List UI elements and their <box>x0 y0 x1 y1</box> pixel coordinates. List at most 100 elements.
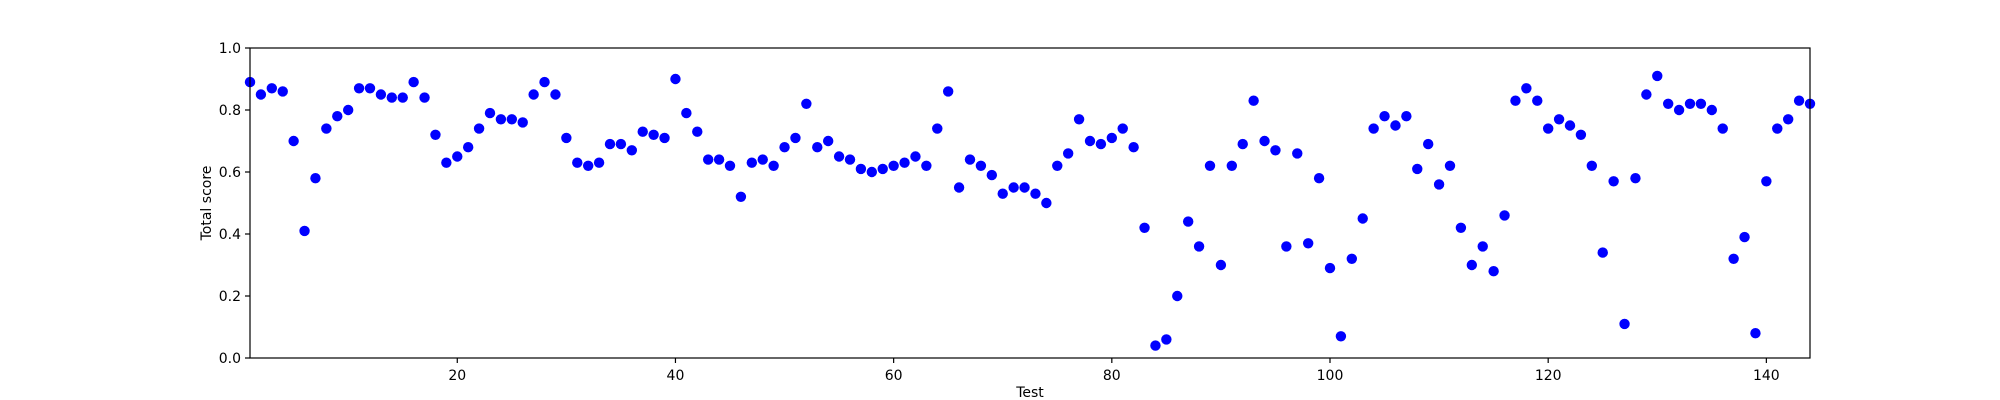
data-point <box>299 225 310 237</box>
data-point <box>833 151 845 162</box>
data-point <box>1444 160 1456 171</box>
data-point <box>1662 98 1674 110</box>
data-point <box>866 166 878 178</box>
data-point <box>1499 210 1510 221</box>
data-point <box>1346 253 1358 264</box>
data-point <box>1041 197 1052 209</box>
x-axis-ticks: 20 40 60 80 100 120 140 <box>448 358 1780 384</box>
data-point <box>1193 241 1205 252</box>
data-point <box>1586 160 1598 171</box>
data-point <box>430 129 441 140</box>
x-tick-label: 100 <box>1317 368 1344 384</box>
data-point <box>1510 95 1521 106</box>
y-tick-label: 0.6 <box>219 165 241 181</box>
x-tick-label: 60 <box>885 368 903 384</box>
x-tick-label: 80 <box>1103 368 1121 384</box>
data-point <box>1150 340 1161 351</box>
data-point <box>1139 222 1150 233</box>
data-point <box>702 154 714 165</box>
data-point <box>539 76 550 88</box>
data-point <box>1182 216 1194 227</box>
data-point <box>462 142 474 153</box>
data-point <box>844 154 856 165</box>
data-point <box>637 126 648 137</box>
data-point <box>1030 188 1041 199</box>
data-point <box>1368 123 1379 134</box>
y-tick-label: 0.8 <box>219 103 241 119</box>
data-point <box>386 92 398 103</box>
data-point <box>1706 104 1718 116</box>
data-point <box>877 163 888 175</box>
data-point <box>1281 241 1292 252</box>
y-axis-ticks: 0.0 0.2 0.4 0.6 0.8 1.0 <box>219 41 250 367</box>
data-point <box>822 135 834 147</box>
data-point <box>997 188 1008 199</box>
data-point <box>473 123 485 134</box>
data-point <box>1782 114 1794 125</box>
data-point <box>375 89 387 100</box>
data-point <box>1270 145 1281 156</box>
data-point <box>1237 138 1248 150</box>
data-point <box>1128 142 1139 153</box>
data-point <box>1335 331 1347 342</box>
data-point <box>942 86 954 97</box>
data-point <box>277 86 288 97</box>
data-point <box>670 73 681 85</box>
data-point <box>921 160 932 171</box>
data-point <box>1292 148 1303 159</box>
data-point <box>1477 241 1488 252</box>
data-point <box>1608 176 1619 187</box>
data-point <box>572 157 583 168</box>
data-point <box>1019 182 1030 193</box>
data-point <box>735 191 747 202</box>
data-point <box>1619 318 1630 330</box>
data-point <box>1521 83 1532 94</box>
data-point <box>932 123 943 134</box>
data-point <box>953 182 965 193</box>
data-point <box>1793 95 1805 106</box>
data-point <box>397 92 408 103</box>
data-point <box>1084 135 1096 147</box>
data-point <box>1673 104 1685 116</box>
data-point <box>255 89 267 100</box>
data-point <box>1412 163 1423 175</box>
y-axis-label: Total score <box>199 166 215 242</box>
data-point <box>1248 95 1259 106</box>
data-point <box>1259 135 1270 147</box>
data-point <box>1641 89 1652 100</box>
y-tick-label: 1.0 <box>219 41 241 57</box>
data-point <box>812 142 823 153</box>
data-point <box>1750 328 1761 339</box>
data-point <box>615 138 627 150</box>
data-point <box>321 123 332 134</box>
data-point <box>310 173 321 184</box>
data-point <box>692 126 703 137</box>
data-point <box>1488 266 1499 277</box>
data-point <box>1717 123 1728 134</box>
y-tick-label: 0.0 <box>219 351 241 367</box>
data-point <box>1106 132 1118 144</box>
data-point <box>517 117 528 128</box>
data-point <box>1204 160 1216 171</box>
data-point <box>408 76 419 88</box>
data-point <box>1630 173 1641 184</box>
data-point <box>659 132 670 144</box>
data-point <box>1313 173 1325 184</box>
data-point <box>1466 259 1478 271</box>
data-point <box>986 169 998 181</box>
data-point <box>441 157 452 168</box>
data-point <box>1553 114 1565 125</box>
data-point <box>779 142 790 153</box>
data-point <box>332 111 343 122</box>
data-point <box>910 151 921 162</box>
data-point <box>484 107 496 119</box>
data-point <box>1597 247 1608 258</box>
data-point <box>528 89 539 100</box>
data-point <box>561 132 572 144</box>
data-point <box>1052 160 1063 171</box>
data-point <box>1324 262 1336 274</box>
data-point <box>1772 123 1783 134</box>
data-point <box>1695 98 1707 110</box>
plot-frame <box>249 47 1811 359</box>
